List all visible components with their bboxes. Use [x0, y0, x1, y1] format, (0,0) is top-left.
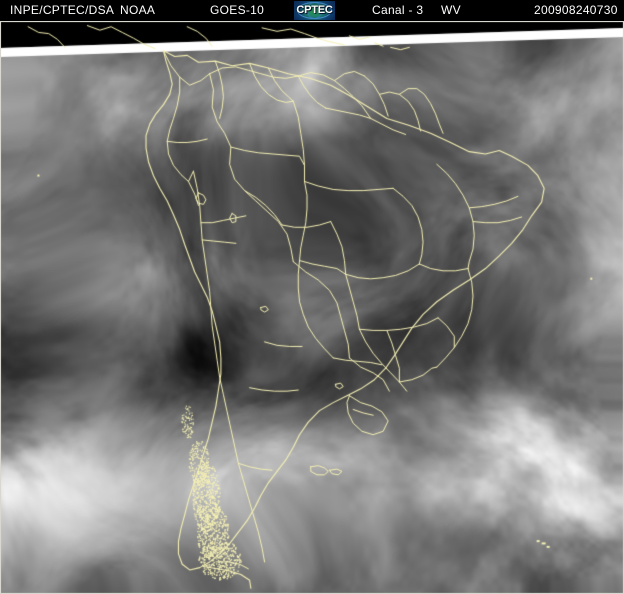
channel-label: Canal - 3: [372, 3, 424, 17]
satellite-image-panel: [0, 21, 624, 594]
satellite-label: GOES-10: [210, 3, 265, 17]
product-label: WV: [441, 3, 461, 17]
cptec-logo-icon: CPTEC: [294, 1, 335, 20]
cptec-logo-text: CPTEC: [296, 4, 333, 16]
header-bar: INPE/CPTEC/DSA NOAA GOES-10 CPTEC Canal …: [0, 0, 624, 21]
source-label: INPE/CPTEC/DSA: [10, 3, 115, 17]
globe-meridian-icon: [307, 2, 322, 19]
satellite-image-canvas: [0, 21, 624, 594]
timestamp-label: 200908240730: [534, 3, 618, 17]
agency-label: NOAA: [120, 3, 156, 17]
